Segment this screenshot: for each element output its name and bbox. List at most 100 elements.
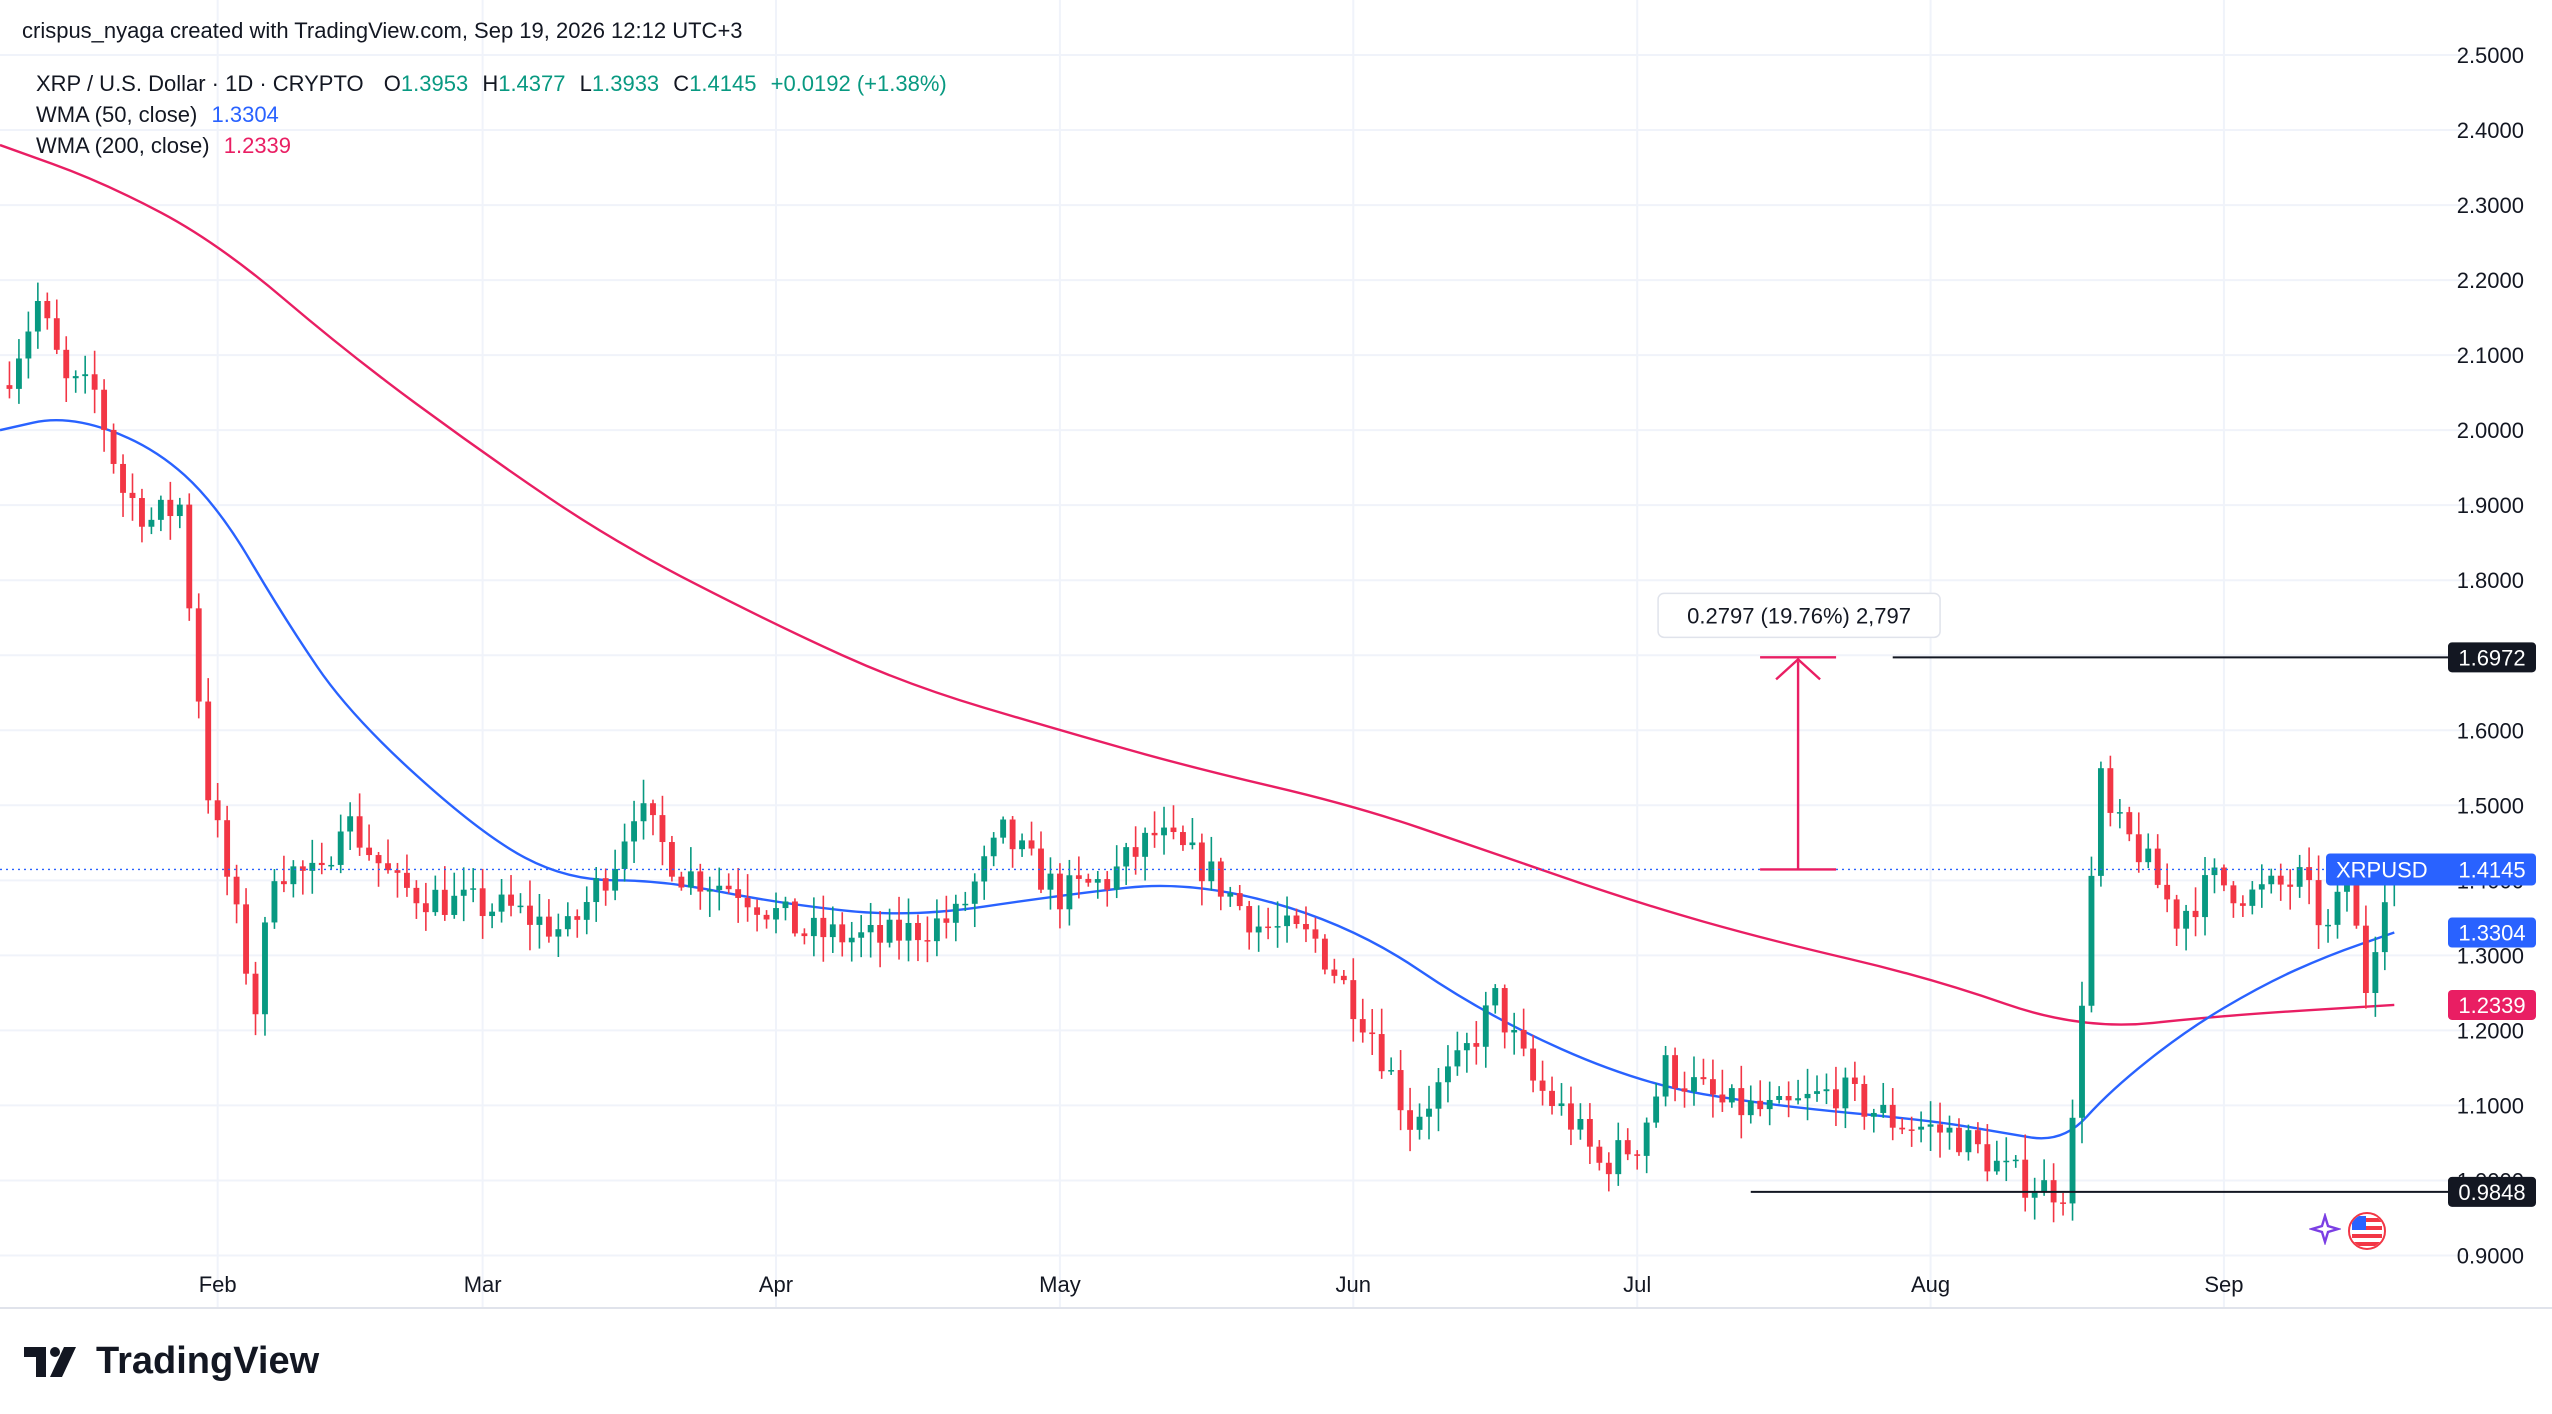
candle-body xyxy=(1208,861,1215,882)
candle-body xyxy=(820,917,827,938)
candle-body xyxy=(195,608,202,702)
candle-body xyxy=(1019,840,1026,850)
candle-body xyxy=(157,499,164,520)
candle-body xyxy=(1303,923,1309,930)
us-flag-icon[interactable] xyxy=(2348,1212,2386,1250)
candle-body xyxy=(1350,980,1357,1020)
legend-main-row[interactable]: XRP / U.S. Dollar · 1D · CRYPTO O1.3953 … xyxy=(36,68,955,99)
candle-body xyxy=(2202,875,2208,918)
candle-body xyxy=(1161,827,1167,836)
sparkle-icon[interactable] xyxy=(2308,1212,2342,1246)
tradingview-logo-icon xyxy=(24,1346,76,1377)
candle-body xyxy=(1463,1043,1470,1051)
candle-body xyxy=(754,907,761,915)
wma200-value: 1.2339 xyxy=(223,133,292,158)
candle-body xyxy=(631,821,637,842)
candle-body xyxy=(2060,1202,2066,1204)
candle-body xyxy=(725,885,732,890)
drawing-overlays: 0.2797 (19.76%) 2,797 xyxy=(0,592,2470,1193)
candle-body xyxy=(2372,952,2379,994)
candle-body xyxy=(1293,915,1300,924)
candle-body xyxy=(1899,1127,1906,1130)
time-tick-label: Mar xyxy=(464,1272,502,1297)
legend-wma200-row[interactable]: WMA (200, close) 1.2339 xyxy=(36,130,955,161)
candle-body xyxy=(1028,840,1035,849)
candle-body xyxy=(527,905,533,925)
candle-body xyxy=(2164,884,2171,900)
candle-body xyxy=(1700,1077,1707,1080)
candle-body xyxy=(2315,880,2322,926)
candle-body xyxy=(34,300,41,332)
measure-label-text: 0.2797 (19.76%) 2,797 xyxy=(1687,603,1911,628)
candle-body xyxy=(385,863,391,871)
candle-body xyxy=(1085,878,1092,883)
candle-body xyxy=(1511,1029,1518,1033)
price-tick-label: 1.6000 xyxy=(2457,718,2524,743)
tradingview-logo[interactable]: TradingView xyxy=(24,1340,319,1383)
candle-body xyxy=(120,463,126,493)
symbol-badge-label: XRPUSD xyxy=(2336,857,2428,882)
candle-body xyxy=(214,800,221,821)
candle-body xyxy=(2154,848,2161,885)
open-label: O xyxy=(383,71,401,96)
candle-body xyxy=(1246,906,1253,933)
candle-body xyxy=(1180,832,1186,846)
candle-body xyxy=(924,940,931,942)
candle-body xyxy=(971,881,978,904)
candle-body xyxy=(933,918,940,942)
candle-body xyxy=(233,876,240,905)
legend-wma50-row[interactable]: WMA (50, close) 1.3304 xyxy=(36,99,955,130)
chart-legend: XRP / U.S. Dollar · 1D · CRYPTO O1.3953 … xyxy=(36,68,955,161)
candle-body xyxy=(1094,879,1101,883)
candle-body xyxy=(280,881,287,885)
candle-body xyxy=(375,855,382,864)
candle-body xyxy=(782,901,789,909)
candle-body xyxy=(1378,1034,1385,1072)
wma200-series xyxy=(0,143,2395,1026)
price-tick-label: 2.1000 xyxy=(2457,343,2524,368)
candle-body xyxy=(536,916,543,925)
candle-body xyxy=(1009,819,1016,850)
candle-body xyxy=(1974,1130,1981,1145)
candle-body xyxy=(555,929,562,937)
chart-grid xyxy=(0,0,2552,1309)
level-price-text: 0.9848 xyxy=(2458,1180,2525,1205)
time-tick-label: Sep xyxy=(2204,1272,2243,1297)
candle-body xyxy=(101,389,108,430)
wma50-label: WMA (50, close) xyxy=(36,102,198,127)
candle-body xyxy=(1520,1029,1527,1049)
candle-body xyxy=(1038,848,1044,890)
price-tick-label: 2.5000 xyxy=(2457,43,2524,68)
candle-body xyxy=(886,919,893,943)
candle-body xyxy=(148,519,155,527)
candle-body xyxy=(1823,1089,1830,1092)
price-tick-label: 2.4000 xyxy=(2457,118,2524,143)
candle-body xyxy=(1596,1146,1603,1163)
candle-body xyxy=(1984,1144,1991,1172)
candle-body xyxy=(1416,1116,1423,1130)
time-axis[interactable]: Feb Mar Apr May Jun Jul Aug Sep xyxy=(199,1272,2244,1297)
candle-body xyxy=(1284,915,1290,927)
wma200-price-badge xyxy=(2448,989,2536,1020)
candle-body xyxy=(1539,1080,1546,1091)
candle-body xyxy=(1691,1077,1697,1092)
candle-body xyxy=(186,504,193,609)
candle-body xyxy=(706,889,713,892)
candle-body xyxy=(2287,884,2294,887)
candle-body xyxy=(82,374,89,377)
candle-body xyxy=(1113,866,1120,890)
candle-body xyxy=(517,905,524,908)
candle-body xyxy=(1738,1088,1745,1116)
candle-body xyxy=(139,498,145,527)
candle-body xyxy=(1814,1091,1820,1094)
candle-body xyxy=(1123,847,1130,867)
candle-body xyxy=(668,842,675,877)
candle-body xyxy=(1624,1140,1631,1155)
candle-body xyxy=(110,429,117,464)
candle-body xyxy=(337,831,344,865)
candle-body xyxy=(962,903,969,906)
candle-body xyxy=(1653,1096,1660,1123)
price-axis[interactable]: 0.90001.00001.10001.20001.30001.40001.50… xyxy=(2326,43,2536,1268)
candle-body xyxy=(877,924,884,943)
